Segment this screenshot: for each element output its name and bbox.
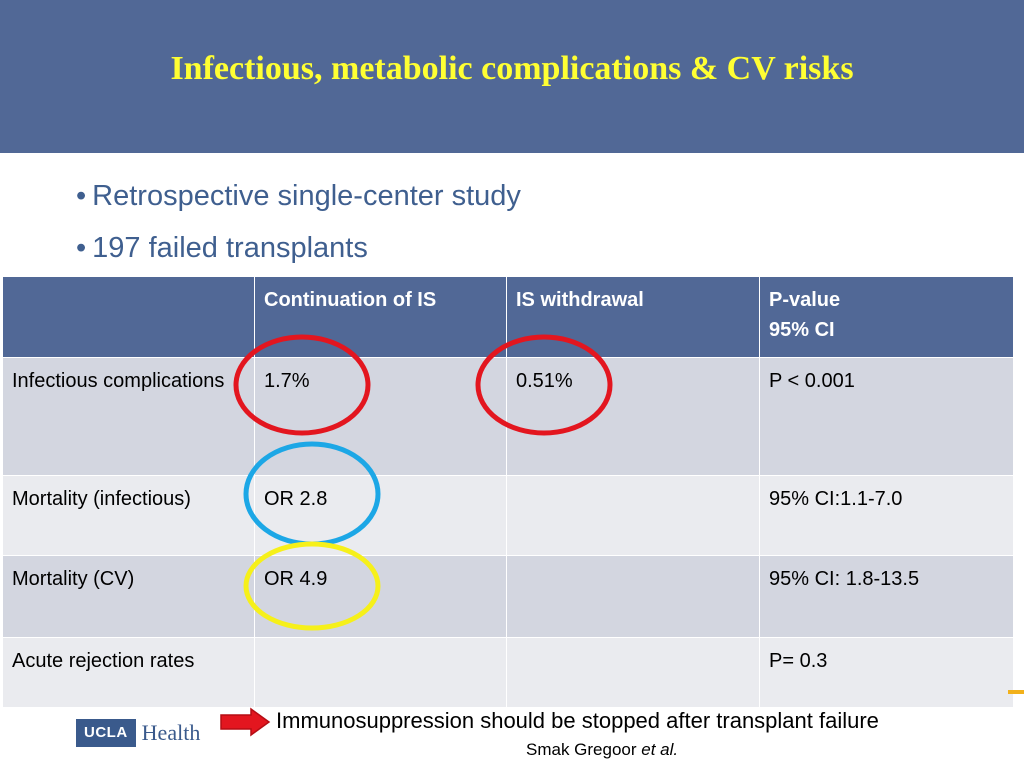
withdrawal-value (506, 637, 760, 708)
logo-word: Health (141, 720, 201, 745)
pvalue-value: P < 0.001 (759, 357, 1014, 476)
bullet-item: • Retrospective single-center study (76, 170, 521, 222)
header-cell-pvalue: P-value 95% CI (759, 276, 1014, 358)
continuation-value: OR 4.9 (254, 555, 507, 638)
pvalue-value: P= 0.3 (759, 637, 1014, 708)
pvalue-value: 95% CI: 1.8-13.5 (759, 555, 1014, 638)
row-label: Acute rejection rates (2, 637, 255, 708)
header-cell-withdrawal: IS withdrawal (506, 276, 760, 358)
continuation-value (254, 637, 507, 708)
results-table: Continuation of IS IS withdrawal P-value… (2, 276, 1014, 708)
citation: Smak Gregoor et al. (526, 740, 678, 760)
table-row: Mortality (CV) OR 4.9 95% CI: 1.8-13.5 (2, 555, 1014, 638)
table-header-row: Continuation of IS IS withdrawal P-value… (2, 276, 1014, 358)
table-row: Mortality (infectious) OR 2.8 95% CI:1.1… (2, 475, 1014, 556)
accent-bar (1008, 690, 1024, 694)
citation-author: Smak Gregoor (526, 740, 642, 759)
slide-title: Infectious, metabolic complications & CV… (170, 50, 854, 87)
continuation-value: 1.7% (254, 357, 507, 476)
bullet-text: 197 failed transplants (92, 232, 368, 264)
bullet-list: • Retrospective single-center study • 197 … (76, 170, 521, 274)
citation-suffix: et al. (641, 740, 679, 759)
conclusion-text: Immunosuppression should be stopped afte… (276, 708, 879, 733)
row-label: Mortality (CV) (2, 555, 255, 638)
row-label: Mortality (infectious) (2, 475, 255, 556)
red-arrow-icon (220, 707, 271, 737)
table-row: Acute rejection rates P= 0.3 (2, 637, 1014, 708)
withdrawal-value (506, 475, 760, 556)
ucla-health-logo: UCLA Health (76, 719, 200, 747)
withdrawal-value (506, 555, 760, 638)
bullet-dot: • (76, 232, 87, 264)
pvalue-value: 95% CI:1.1-7.0 (759, 475, 1014, 556)
title-banner: Infectious, metabolic complications & CV… (0, 0, 1024, 153)
header-ci-label: 95% CI (769, 319, 835, 341)
table-row: Infectious complications 1.7% 0.51% P < … (2, 357, 1014, 476)
withdrawal-value: 0.51% (506, 357, 760, 476)
continuation-value: OR 2.8 (254, 475, 507, 556)
row-label: Infectious complications (2, 357, 255, 476)
bullet-item: • 197 failed transplants (76, 222, 521, 274)
bullet-text: Retrospective single-center study (92, 180, 521, 212)
header-pvalue-label: P-value (769, 289, 841, 311)
header-cell-empty (2, 276, 255, 358)
bullet-dot: • (76, 180, 87, 212)
logo-box: UCLA (76, 719, 136, 747)
header-cell-continuation: Continuation of IS (254, 276, 507, 358)
